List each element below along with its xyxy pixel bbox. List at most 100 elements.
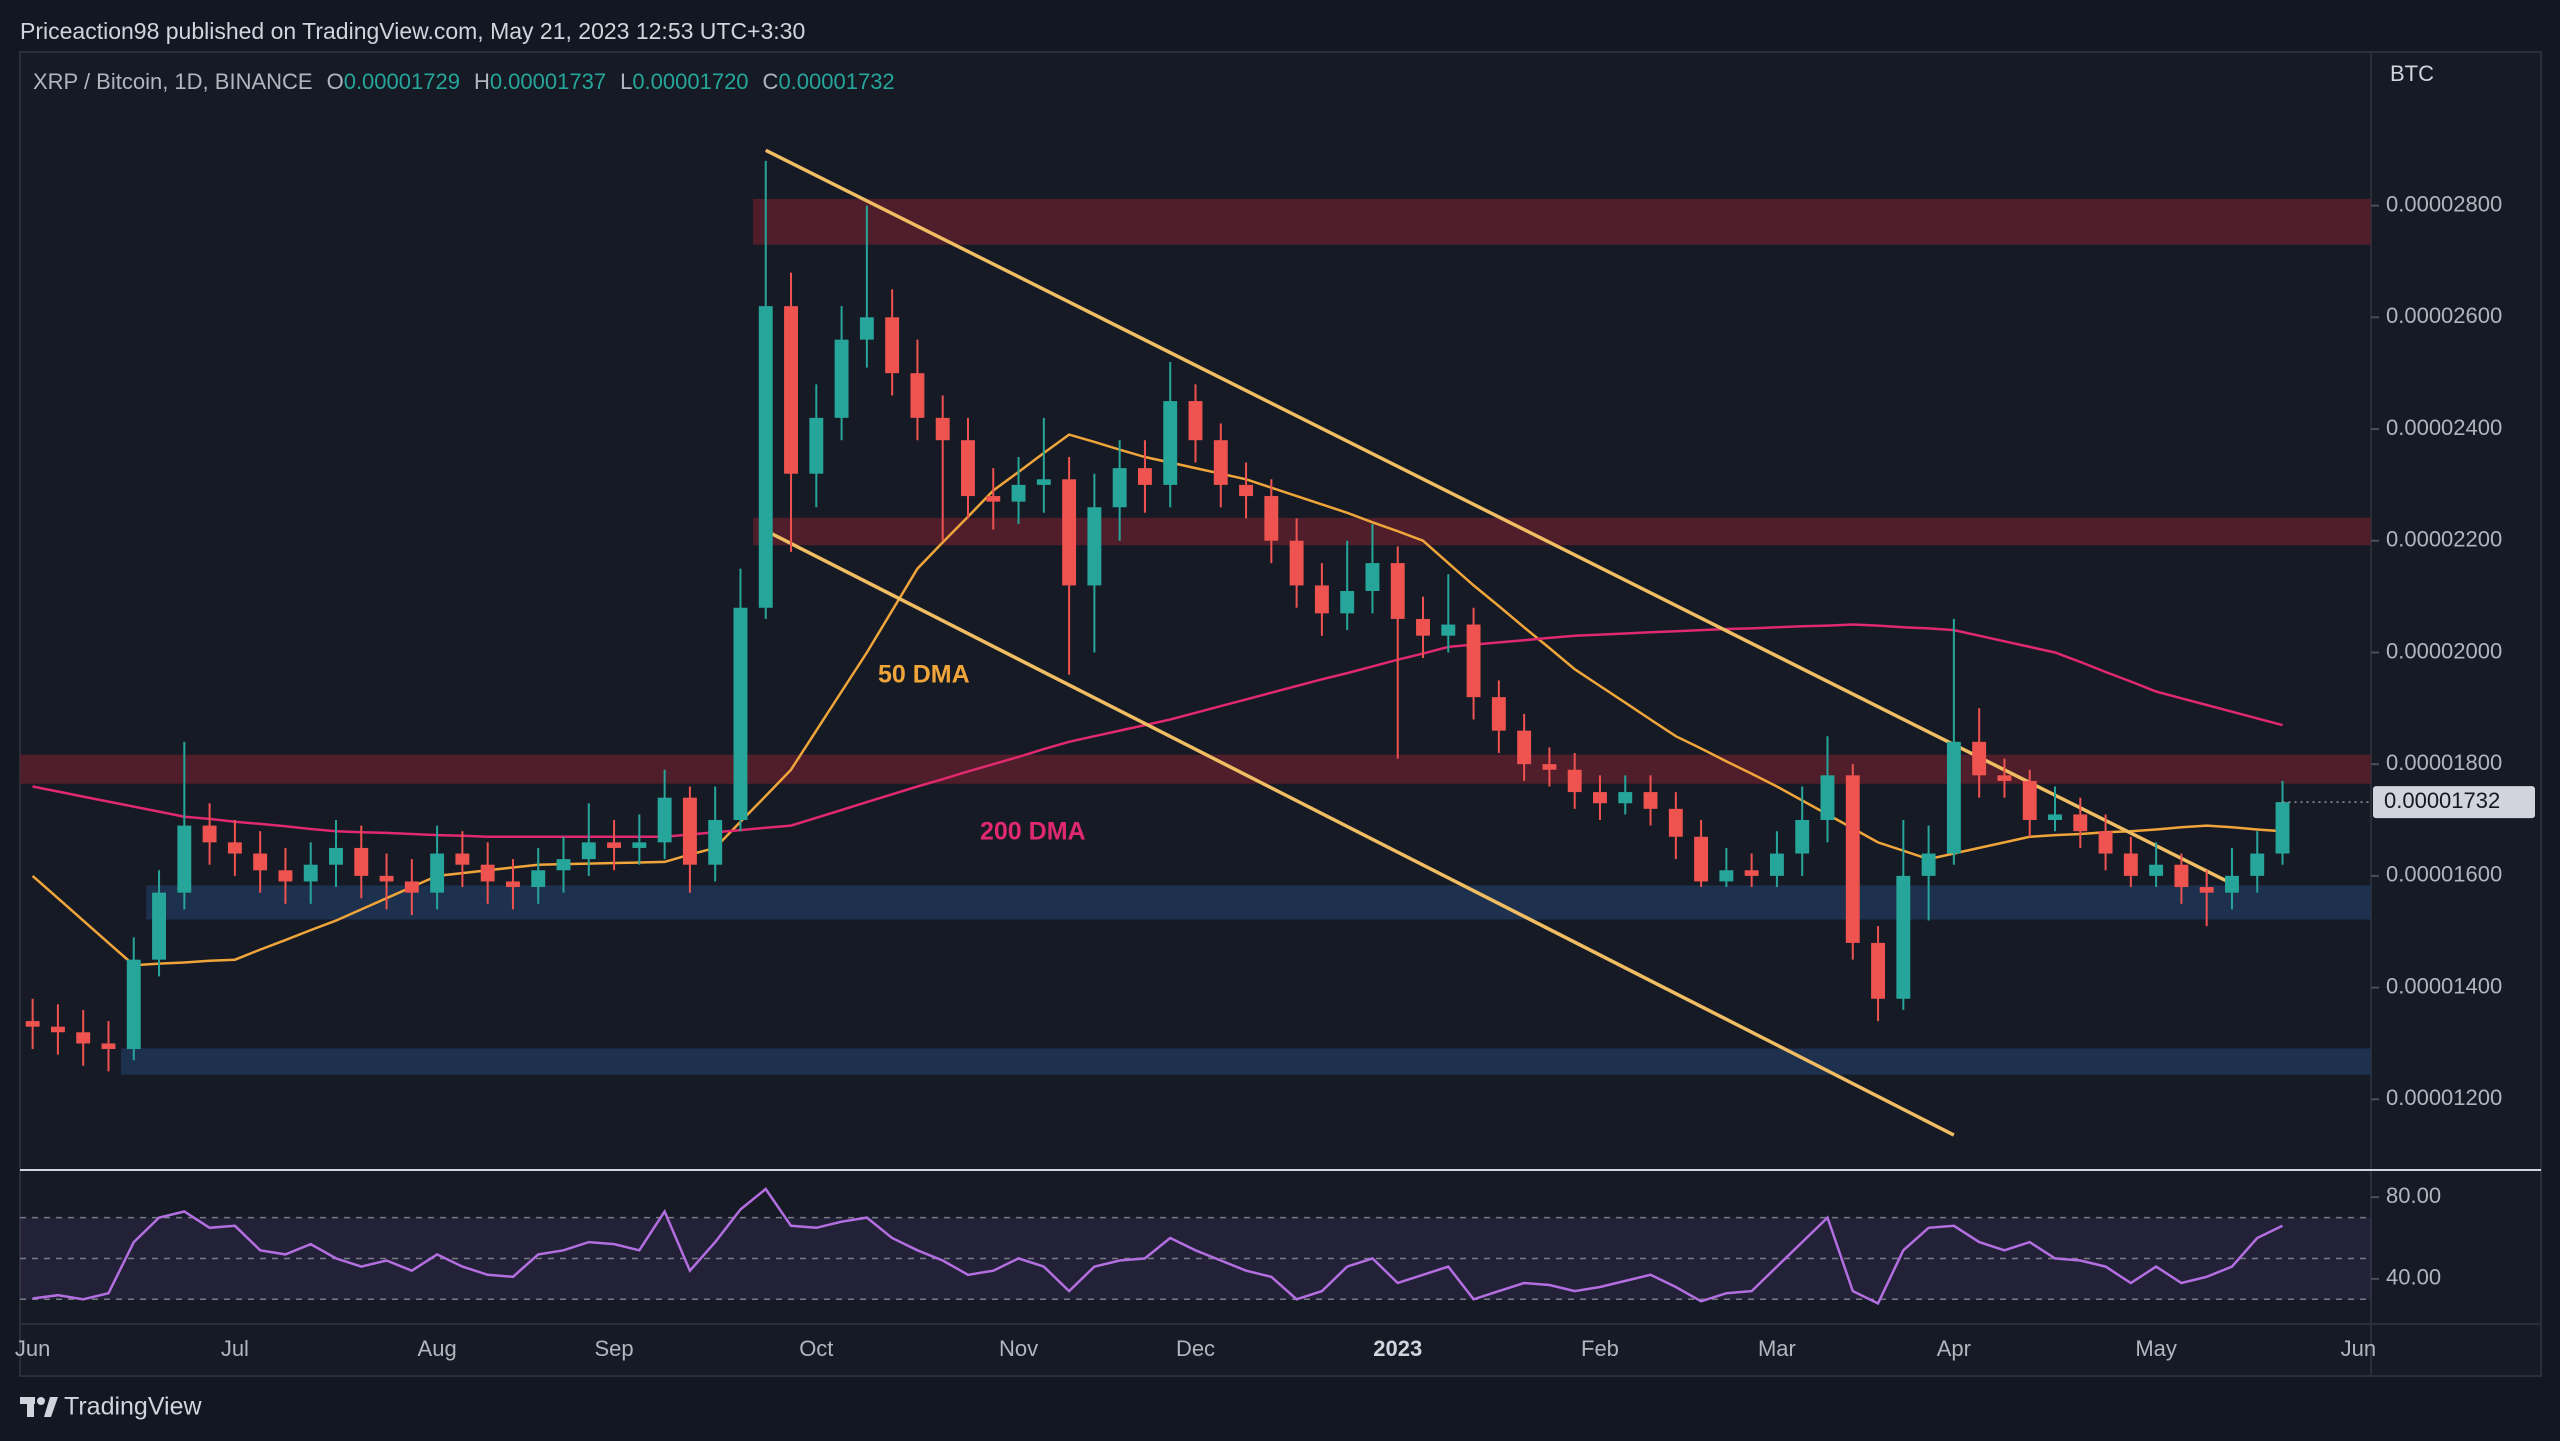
candle-body	[1087, 507, 1102, 586]
candle-body	[480, 864, 495, 882]
candle-body	[1213, 440, 1228, 485]
legend-ohlc-value: 0.00001732	[778, 69, 894, 94]
candle-body	[859, 317, 874, 340]
candle-body	[1314, 585, 1329, 614]
candle-body	[1188, 401, 1203, 441]
candle-body	[2149, 864, 2164, 876]
candle-body	[1517, 730, 1532, 765]
price-pane	[20, 148, 2371, 1137]
x-tick-label: May	[2135, 1336, 2177, 1361]
candle-body	[682, 797, 697, 865]
zone	[753, 198, 2371, 245]
candle-body	[986, 496, 1001, 502]
y-tick-label: 0.00001400	[2386, 973, 2502, 998]
candle-body	[1997, 775, 2012, 781]
unit-label: BTC	[2390, 61, 2434, 86]
footer-brand: TradingView	[64, 1393, 203, 1421]
logo-dot	[37, 1397, 45, 1405]
x-tick-label: Mar	[1758, 1336, 1796, 1361]
candle-body	[1163, 401, 1178, 485]
chart-legend: XRP / Bitcoin, 1D, BINANCE O0.00001729 H0.…	[33, 69, 895, 94]
candle-body	[1896, 875, 1911, 999]
line-label: 50 DMA	[878, 661, 970, 689]
candle-body	[1239, 484, 1254, 497]
legend-ohlc-label: H	[474, 69, 490, 94]
candle-body	[1416, 618, 1430, 636]
y-tick-label: 0.00002200	[2386, 527, 2502, 552]
legend-ohlc-value: 0.00001720	[632, 69, 748, 94]
candle-body	[1946, 741, 1961, 854]
candle-body	[657, 797, 672, 843]
candle-body	[1820, 775, 1835, 821]
y-tick-label: 0.00002600	[2386, 303, 2502, 328]
legend-title: XRP / Bitcoin, 1D, BINANCE	[33, 69, 313, 94]
x-tick-label: Dec	[1176, 1336, 1215, 1361]
candle-body	[1668, 808, 1683, 837]
candle-body	[1795, 820, 1810, 854]
candle-body	[1845, 775, 1860, 943]
candle-body	[1972, 741, 1987, 776]
legend-ohlc-value: 0.00001729	[344, 69, 460, 94]
candle-body	[1593, 792, 1607, 804]
candle-body	[202, 825, 217, 843]
candle-body	[1542, 764, 1557, 770]
footer-logo	[20, 1397, 58, 1417]
candle-body	[1694, 836, 1709, 882]
rsi-pane	[20, 1187, 2371, 1306]
candle-body	[505, 881, 520, 888]
candle-body	[2048, 814, 2062, 821]
candle-body	[1567, 769, 1582, 793]
x-tick-label: Apr	[1937, 1336, 1971, 1361]
x-tick-label: Jun	[15, 1336, 50, 1361]
candle-body	[430, 853, 445, 893]
x-tick-label: 2023	[1373, 1336, 1422, 1361]
trend-line	[764, 529, 1955, 1137]
candle-body	[809, 417, 824, 474]
x-tick-label: Jun	[2341, 1336, 2376, 1361]
zone	[20, 754, 2371, 784]
candle-body	[1264, 496, 1279, 541]
publish-header: Priceaction98 published on TradingView.c…	[20, 18, 805, 44]
zone	[753, 517, 2371, 546]
candle-body	[329, 847, 343, 865]
candle-body	[581, 842, 596, 860]
last-price-label: 0.00001732	[2384, 788, 2500, 813]
x-tick-label: Sep	[594, 1336, 633, 1361]
y-tick-label: 0.00001200	[2386, 1085, 2502, 1110]
x-tick-label: Nov	[999, 1336, 1038, 1361]
y-tick-label: 0.00001800	[2386, 750, 2502, 775]
candle-body	[607, 842, 622, 848]
candle-body	[1466, 624, 1481, 698]
candle-body	[1390, 563, 1405, 619]
candle-body	[910, 373, 925, 418]
chart-frame	[19, 51, 2542, 1377]
candle-body	[76, 1032, 91, 1044]
candle-body	[1112, 468, 1127, 508]
candle-body	[2174, 864, 2189, 888]
candle-body	[556, 859, 571, 871]
y-tick-label: 40.00	[2386, 1265, 2441, 1290]
candle-body	[2123, 853, 2138, 876]
candle-body	[758, 306, 773, 608]
candle-body	[1618, 792, 1633, 804]
candle-body	[2073, 814, 2088, 832]
candle-body	[1062, 479, 1077, 586]
candle-body	[101, 1043, 116, 1050]
candle-body	[1441, 624, 1456, 636]
candle-body	[885, 317, 900, 374]
candle-body	[177, 825, 192, 893]
legend-ohlc-label: C	[763, 69, 779, 94]
candle-body	[1365, 563, 1380, 592]
candle-body	[632, 842, 647, 848]
zone	[146, 885, 2371, 920]
candle-body	[1289, 540, 1304, 586]
legend-ohlc-value: 0.00001737	[490, 69, 606, 94]
x-tick-label: Feb	[1581, 1336, 1619, 1361]
y-tick-label: 0.00001600	[2386, 862, 2502, 887]
candle-body	[1643, 792, 1658, 809]
legend-ohlc-label: L	[620, 69, 632, 94]
candle-body	[455, 853, 470, 865]
y-tick-label: 0.00002400	[2386, 415, 2502, 440]
